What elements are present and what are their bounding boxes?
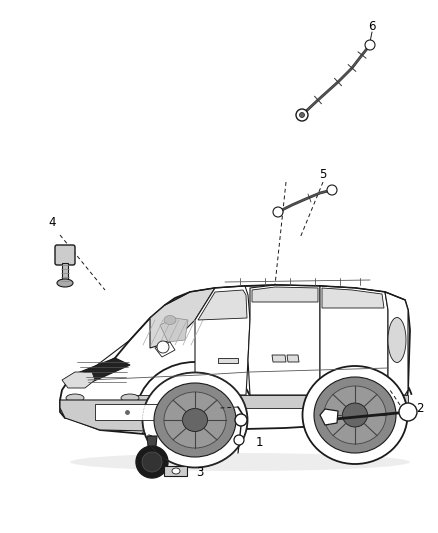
Circle shape	[300, 112, 304, 117]
Ellipse shape	[388, 318, 406, 362]
Text: 3: 3	[196, 465, 204, 479]
Polygon shape	[70, 358, 130, 385]
Ellipse shape	[183, 408, 208, 432]
Ellipse shape	[70, 453, 410, 471]
Ellipse shape	[154, 383, 236, 457]
Circle shape	[142, 452, 162, 472]
Polygon shape	[272, 355, 286, 362]
Ellipse shape	[121, 394, 139, 402]
Polygon shape	[60, 400, 205, 432]
Circle shape	[157, 341, 169, 353]
Ellipse shape	[172, 468, 180, 474]
Circle shape	[296, 109, 308, 121]
Polygon shape	[155, 342, 175, 357]
Polygon shape	[150, 288, 215, 348]
Polygon shape	[198, 290, 247, 320]
Circle shape	[399, 403, 417, 421]
Ellipse shape	[343, 403, 367, 427]
Circle shape	[327, 185, 337, 195]
Polygon shape	[385, 292, 408, 395]
Circle shape	[136, 446, 168, 478]
Text: 6: 6	[368, 20, 376, 33]
Polygon shape	[287, 355, 299, 362]
Text: 5: 5	[319, 168, 327, 182]
Polygon shape	[60, 285, 410, 435]
Polygon shape	[160, 318, 188, 342]
Ellipse shape	[164, 392, 226, 448]
Polygon shape	[320, 286, 388, 395]
Polygon shape	[322, 288, 384, 308]
Text: 4: 4	[48, 215, 56, 229]
Polygon shape	[252, 287, 318, 302]
Circle shape	[235, 414, 247, 426]
Polygon shape	[248, 285, 320, 395]
Polygon shape	[195, 286, 250, 395]
Polygon shape	[147, 436, 157, 446]
Circle shape	[273, 207, 283, 217]
Circle shape	[365, 40, 375, 50]
Ellipse shape	[142, 373, 247, 467]
Polygon shape	[95, 404, 160, 420]
Text: 2: 2	[416, 401, 424, 415]
Ellipse shape	[303, 366, 407, 464]
FancyBboxPatch shape	[55, 245, 75, 265]
Polygon shape	[320, 409, 338, 425]
Polygon shape	[62, 372, 95, 388]
Polygon shape	[62, 263, 68, 283]
Circle shape	[234, 435, 244, 445]
Polygon shape	[218, 358, 238, 363]
Ellipse shape	[57, 279, 73, 287]
Polygon shape	[164, 466, 187, 476]
Ellipse shape	[66, 394, 84, 402]
Ellipse shape	[324, 386, 386, 444]
Ellipse shape	[314, 377, 396, 453]
Text: 1: 1	[255, 437, 263, 449]
Polygon shape	[130, 395, 408, 408]
Ellipse shape	[164, 316, 176, 325]
